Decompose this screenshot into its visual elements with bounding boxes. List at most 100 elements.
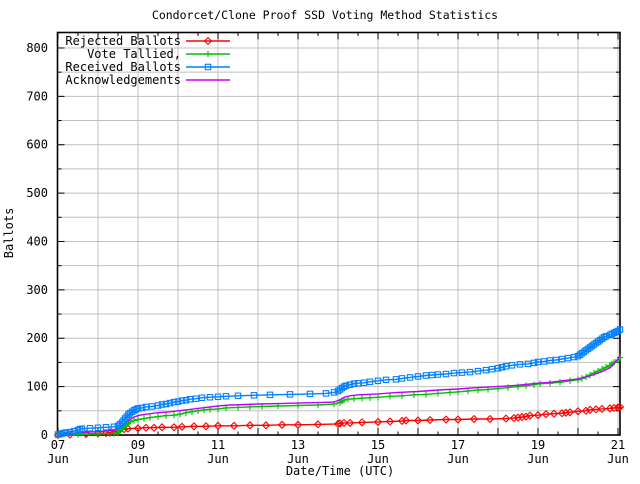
marker-square bbox=[552, 356, 560, 364]
marker-square bbox=[148, 403, 156, 410]
marker-diamond bbox=[549, 409, 559, 418]
marker-square bbox=[428, 371, 436, 379]
marker-square bbox=[114, 422, 122, 430]
marker-square bbox=[340, 383, 348, 390]
marker-square bbox=[186, 395, 194, 403]
x-tick-label-day: 07 bbox=[51, 438, 65, 452]
legend-line-samples bbox=[186, 36, 230, 81]
x-tick-label-day: 09 bbox=[131, 438, 145, 452]
marker-diamond bbox=[213, 421, 223, 430]
marker-square bbox=[442, 370, 450, 378]
y-tick-labels: 0 100 200 300 400 500 600 700 800 bbox=[26, 41, 48, 442]
x-tick-label-day: 21 bbox=[611, 438, 625, 452]
series-received-ballots bbox=[54, 326, 624, 438]
marker-square bbox=[558, 355, 566, 363]
marker-square bbox=[600, 334, 608, 341]
marker-square bbox=[234, 392, 242, 400]
y-tick-label: 400 bbox=[26, 234, 48, 248]
marker-square bbox=[154, 402, 162, 409]
marker-diamond bbox=[485, 414, 495, 424]
y-tick-label: 700 bbox=[26, 89, 48, 103]
marker-square bbox=[214, 393, 222, 401]
marker-square bbox=[198, 394, 206, 401]
marker-diamond bbox=[177, 422, 187, 431]
marker-square bbox=[530, 359, 538, 367]
marker-square bbox=[610, 329, 618, 337]
x-tick-label-month: Jun bbox=[447, 452, 469, 466]
marker-square bbox=[174, 398, 182, 405]
x-axis-label: Date/Time (UTC) bbox=[286, 464, 394, 478]
marker-square bbox=[602, 333, 610, 340]
marker-square bbox=[222, 393, 230, 400]
marker-square bbox=[354, 379, 362, 387]
marker-square bbox=[142, 403, 150, 411]
marker-square bbox=[162, 400, 170, 408]
marker-square bbox=[250, 392, 258, 399]
y-tick-label: 500 bbox=[26, 186, 48, 200]
marker-diamond bbox=[149, 423, 159, 432]
marker-diamond bbox=[521, 412, 531, 421]
x-tick-label-month: Jun bbox=[127, 452, 149, 466]
marker-square bbox=[398, 375, 406, 382]
marker-square bbox=[502, 363, 510, 370]
marker-diamond bbox=[565, 408, 575, 417]
marker-diamond bbox=[313, 420, 323, 429]
marker-square bbox=[466, 368, 474, 376]
marker-diamond bbox=[133, 424, 143, 433]
marker-square bbox=[534, 358, 542, 366]
series-line-acknowledgements bbox=[57, 354, 621, 436]
marker-diamond bbox=[277, 420, 287, 430]
marker-diamond bbox=[229, 421, 239, 430]
y-tick-label: 600 bbox=[26, 138, 48, 152]
y-tick-label: 800 bbox=[26, 41, 48, 55]
marker-square bbox=[74, 426, 82, 434]
marker-diamond bbox=[557, 409, 567, 418]
marker-diamond bbox=[189, 422, 199, 431]
marker-square bbox=[322, 390, 330, 397]
axis-ticks bbox=[57, 32, 620, 435]
marker-diamond bbox=[581, 406, 591, 415]
marker-square bbox=[204, 63, 212, 71]
marker-square bbox=[102, 424, 110, 431]
marker-square bbox=[86, 424, 94, 432]
marker-diamond bbox=[525, 411, 535, 420]
x-tick-label-month: Jun bbox=[367, 452, 389, 466]
data-series bbox=[53, 326, 625, 440]
marker-square bbox=[414, 373, 422, 380]
series-acknowledgements bbox=[57, 354, 621, 436]
marker-diamond bbox=[373, 417, 383, 427]
marker-square bbox=[524, 360, 532, 368]
marker-square bbox=[110, 423, 118, 431]
marker-diamond bbox=[357, 418, 367, 427]
marker-square bbox=[132, 406, 140, 413]
marker-square bbox=[606, 331, 614, 339]
marker-square bbox=[66, 428, 74, 436]
x-tick-label-day: 19 bbox=[531, 438, 545, 452]
marker-diamond bbox=[613, 403, 623, 412]
x-tick-label-month: Jun bbox=[207, 452, 229, 466]
marker-diamond bbox=[141, 423, 151, 432]
marker-square bbox=[134, 405, 142, 412]
marker-square bbox=[474, 367, 482, 375]
marker-square bbox=[116, 421, 124, 428]
marker-diamond bbox=[453, 415, 463, 424]
x-tick-label-month: Jun bbox=[527, 452, 549, 466]
marker-square bbox=[78, 425, 86, 432]
marker-diamond bbox=[201, 422, 211, 431]
marker-diamond bbox=[401, 416, 411, 425]
x-tick-label-day: 13 bbox=[291, 438, 305, 452]
marker-square bbox=[458, 369, 466, 376]
marker-diamond bbox=[441, 415, 451, 424]
marker-diamond bbox=[591, 405, 601, 414]
marker-diamond bbox=[513, 413, 523, 422]
marker-square bbox=[360, 379, 368, 387]
x-tick-label-month: Jun bbox=[287, 452, 309, 466]
marker-diamond bbox=[245, 421, 255, 430]
marker-diamond bbox=[335, 419, 345, 428]
marker-square bbox=[158, 401, 166, 408]
marker-diamond bbox=[469, 414, 479, 424]
y-tick-label: 300 bbox=[26, 283, 48, 297]
marker-diamond bbox=[585, 405, 595, 415]
marker-square bbox=[508, 362, 516, 369]
marker-square bbox=[178, 397, 186, 404]
